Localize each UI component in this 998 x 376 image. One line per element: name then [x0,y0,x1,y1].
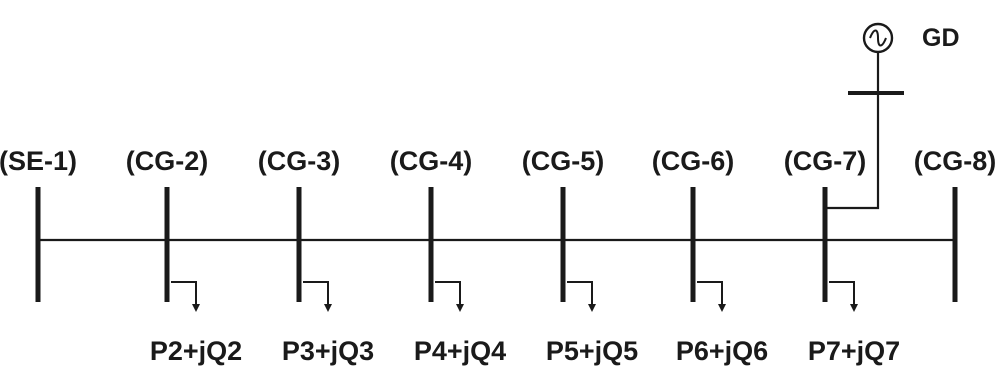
bus-cg-7: (CG-7) P7+jQ7 [784,146,900,366]
generator-feeder-line [825,52,880,210]
bus-label: (SE-1) [0,146,77,176]
load-arrow [303,281,332,312]
bus-label: (CG-7) [784,146,867,176]
load-label: P5+jQ5 [546,336,638,366]
load-arrow [567,281,596,312]
bus-label: (CG-2) [126,146,209,176]
bus-cg-5: (CG-5) P5+jQ5 [522,146,638,366]
bus-cg-2: (CG-2) P2+jQ2 [126,146,242,366]
bus-label: (CG-5) [522,146,605,176]
bus-se-1: (SE-1) [0,146,77,302]
load-arrow [829,281,858,312]
bus-label: (CG-3) [258,146,341,176]
load-label: P4+jQ4 [414,336,506,366]
generator-layer: GD [825,22,960,210]
load-label: P3+jQ3 [282,336,374,366]
bus-label: (CG-6) [652,146,735,176]
bus-cg-6: (CG-6) P6+jQ6 [652,146,768,366]
ac-source-icon [862,22,894,54]
bus-label: (CG-8) [914,146,997,176]
load-label: P2+jQ2 [150,336,242,366]
load-label: P6+jQ6 [676,336,768,366]
buses-layer: (SE-1) (CG-2) P2+jQ2 (CG-3) P3+jQ3 (CG-4) P4+j… [0,146,996,366]
load-label: P7+jQ7 [808,336,900,366]
load-arrow [171,281,200,312]
bus-cg-4: (CG-4) P4+jQ4 [390,146,506,366]
load-arrow [435,281,464,312]
bus-label: (CG-4) [390,146,473,176]
bus-cg-8: (CG-8) [914,146,997,302]
bus-cg-3: (CG-3) P3+jQ3 [258,146,374,366]
load-arrow [697,281,726,312]
generator-label: GD [922,24,960,52]
